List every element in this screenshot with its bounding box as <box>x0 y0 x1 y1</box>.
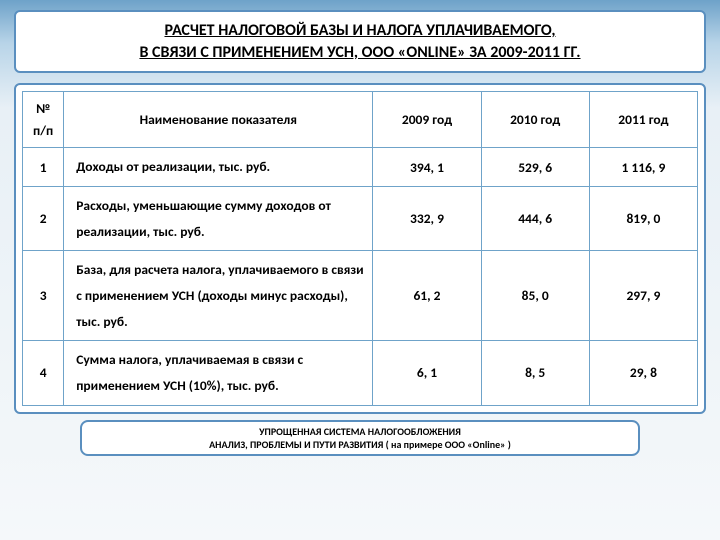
cell-2009: 394, 1 <box>373 148 481 187</box>
cell-2011: 297, 9 <box>589 251 697 341</box>
title-line1: РАСЧЕТ НАЛОГОВОЙ БАЗЫ И НАЛОГА УПЛАЧИВАЕ… <box>164 21 555 40</box>
cell-2009: 61, 2 <box>373 251 481 341</box>
cell-name: Сумма налога, уплачиваемая в связи с при… <box>64 341 373 405</box>
col-header-2009: 2009 год <box>373 92 481 148</box>
cell-2009: 332, 9 <box>373 187 481 251</box>
title-line2: В СВЯЗИ С ПРИМЕНЕНИЕМ УСН, ООО «ONLINE» … <box>139 43 580 62</box>
slide-footer: УПРОЩЕННАЯ СИСТЕМА НАЛОГООБЛОЖЕНИЯ АНАЛИ… <box>80 420 640 456</box>
header-num-top: № <box>36 100 50 117</box>
footer-line2: АНАЛИЗ, ПРОБЛЕМЫ И ПУТИ РАЗВИТИЯ ( на пр… <box>209 438 511 451</box>
cell-2010: 529, 6 <box>481 148 589 187</box>
table-row: 2 Расходы, уменьшающие сумму доходов от … <box>23 187 698 251</box>
col-header-name: Наименование показателя <box>64 92 373 148</box>
col-header-num: № п/п <box>23 92 64 148</box>
cell-2010: 85, 0 <box>481 251 589 341</box>
cell-num: 2 <box>23 187 64 251</box>
cell-num: 3 <box>23 251 64 341</box>
cell-2011: 819, 0 <box>589 187 697 251</box>
cell-num: 4 <box>23 341 64 405</box>
tax-table: № п/п Наименование показателя 2009 год 2… <box>22 91 698 405</box>
cell-name: Доходы от реализации, тыс. руб. <box>64 148 373 187</box>
table-row: 3 База, для расчета налога, уплачиваемог… <box>23 251 698 341</box>
table-row: 1 Доходы от реализации, тыс. руб. 394, 1… <box>23 148 698 187</box>
table-container: № п/п Наименование показателя 2009 год 2… <box>14 83 706 413</box>
table-row: 4 Сумма налога, уплачиваемая в связи с п… <box>23 341 698 405</box>
cell-num: 1 <box>23 148 64 187</box>
cell-2011: 1 116, 9 <box>589 148 697 187</box>
col-header-2010: 2010 год <box>481 92 589 148</box>
col-header-2011: 2011 год <box>589 92 697 148</box>
header-num-bottom: п/п <box>33 122 53 139</box>
cell-2009: 6, 1 <box>373 341 481 405</box>
cell-name: Расходы, уменьшающие сумму доходов от ре… <box>64 187 373 251</box>
cell-2010: 8, 5 <box>481 341 589 405</box>
footer-line1: УПРОЩЕННАЯ СИСТЕМА НАЛОГООБЛОЖЕНИЯ <box>259 425 461 438</box>
cell-2010: 444, 6 <box>481 187 589 251</box>
slide-title: РАСЧЕТ НАЛОГОВОЙ БАЗЫ И НАЛОГА УПЛАЧИВАЕ… <box>14 10 706 73</box>
cell-name: База, для расчета налога, уплачиваемого … <box>64 251 373 341</box>
cell-2011: 29, 8 <box>589 341 697 405</box>
